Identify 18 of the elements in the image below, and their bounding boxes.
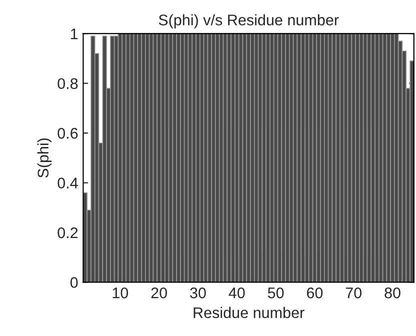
x-axis-title: Residue number bbox=[194, 306, 304, 318]
x-tick-label: 60 bbox=[306, 288, 323, 298]
y-tick-label: 1 bbox=[71, 28, 78, 40]
y-axis-title: S(phi) bbox=[37, 138, 52, 178]
x-tick-label: 30 bbox=[190, 288, 206, 298]
x-tick-label: 50 bbox=[268, 288, 284, 298]
y-tick-label: 0.8 bbox=[58, 78, 78, 90]
x-tick-label: 70 bbox=[346, 288, 362, 298]
x-tick-label: 20 bbox=[151, 288, 167, 298]
y-tick-label: 0.2 bbox=[58, 227, 78, 238]
y-tick-label: 0 bbox=[70, 277, 78, 288]
chart-title: S(phi) v/s Residue number bbox=[158, 14, 339, 28]
x-tick-label: 10 bbox=[112, 288, 128, 298]
x-tick-label: 40 bbox=[228, 288, 245, 298]
bar bbox=[410, 60, 414, 282]
x-tick-label: 80 bbox=[384, 288, 400, 298]
y-tick-label: 0.4 bbox=[58, 178, 78, 188]
y-tick-label: 0.6 bbox=[58, 128, 78, 139]
